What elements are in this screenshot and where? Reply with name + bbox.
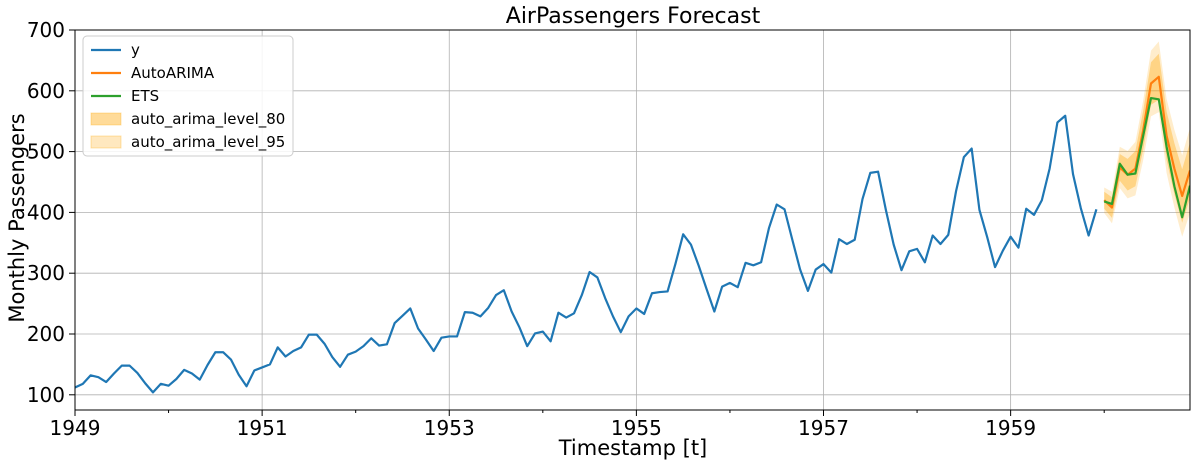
series-lines [75,75,1190,394]
chart-title: AirPassengers Forecast [506,4,761,29]
x-tick-label: 1953 [424,416,475,440]
plot-frame [74,29,1191,411]
y-tick-label: 300 [27,261,65,285]
x-tick-label: 1951 [237,416,288,440]
x-tick-label: 1949 [50,416,101,440]
y-tick-label: 700 [27,18,65,42]
y-tick-label: 400 [27,200,65,224]
series-line-y [75,114,1098,394]
x-axis-label: Timestamp [t] [558,436,708,460]
y-axis: 100 200 300 400 500 600 700 [27,18,75,407]
legend-label-AutoARIMA: AutoARIMA [131,64,215,82]
x-tick-label: 1955 [611,416,662,440]
x-axis: 1949 1951 1953 1955 1957 1959 [50,410,1105,440]
legend: y AutoARIMA ETS auto_arima_level_80 auto_ari… [82,35,294,157]
legend-swatch-auto_arima_level_95 [90,135,122,149]
y-tick-label: 200 [27,322,65,346]
y-tick-label: 600 [27,79,65,103]
y-tick-label: 100 [27,383,65,407]
band-auto_arima_level_80 [1104,53,1190,223]
forecast-bands [1104,41,1190,237]
series-line-ETS [1103,96,1190,219]
x-tick-label: 1959 [985,416,1036,440]
legend-box [82,35,294,157]
legend-swatch-auto_arima_level_80 [90,112,122,126]
legend-label-ETS: ETS [131,87,159,105]
legend-label-y: y [131,41,140,59]
y-tick-label: 500 [27,140,65,164]
legend-label-auto_arima_level_80: auto_arima_level_80 [131,110,285,129]
band-auto_arima_level_95 [1104,41,1190,237]
legend-label-auto_arima_level_95: auto_arima_level_95 [131,133,285,152]
y-axis-label: Monthly Passengers [5,113,29,322]
x-tick-label: 1957 [798,416,849,440]
